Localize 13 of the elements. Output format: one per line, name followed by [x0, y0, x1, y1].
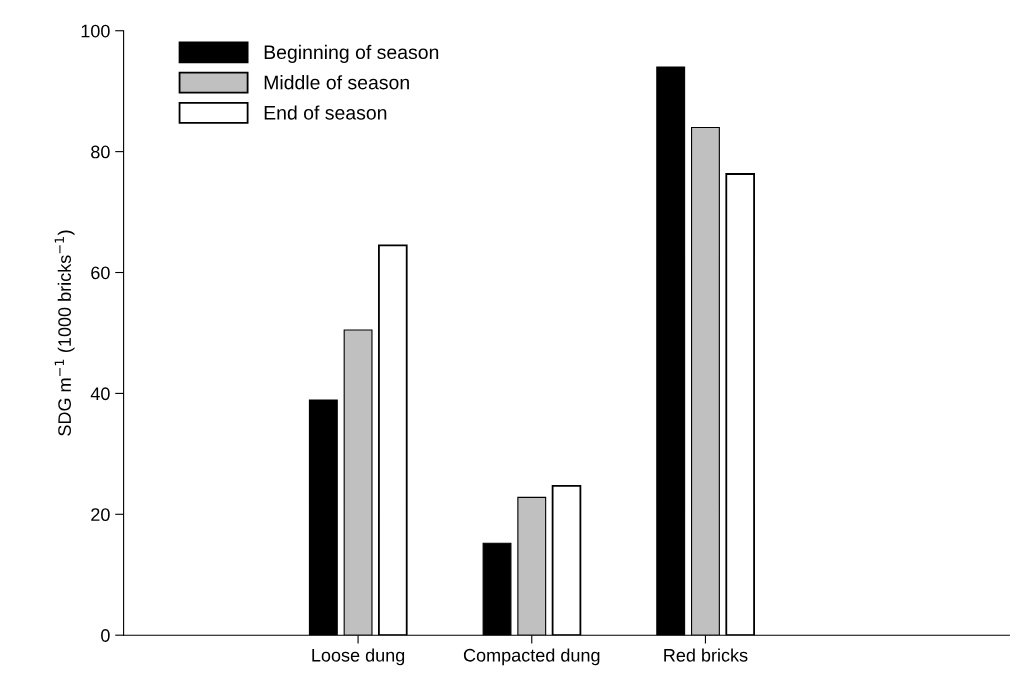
y-tick-label: 0	[101, 629, 110, 642]
y-tick-label: 40	[90, 387, 110, 401]
y-tick-label: 60	[91, 266, 110, 280]
x-tick-label: Loose dung	[312, 648, 405, 666]
x-tick-label: Compacted dung	[463, 648, 600, 666]
y-axis-title: SDG m$^{−1}$ (1000 bricks$^{−1}$)	[54, 230, 75, 436]
y-tick-label: 20	[91, 508, 110, 522]
x-tick-label: Red bricks	[664, 648, 748, 662]
legend-label: Beginning of season	[264, 44, 439, 63]
y-tick-label: 80	[91, 145, 110, 159]
legend-label: End of season	[264, 105, 387, 120]
legend-label: Middle of season	[264, 75, 409, 90]
y-tick-label: 100	[81, 24, 110, 38]
